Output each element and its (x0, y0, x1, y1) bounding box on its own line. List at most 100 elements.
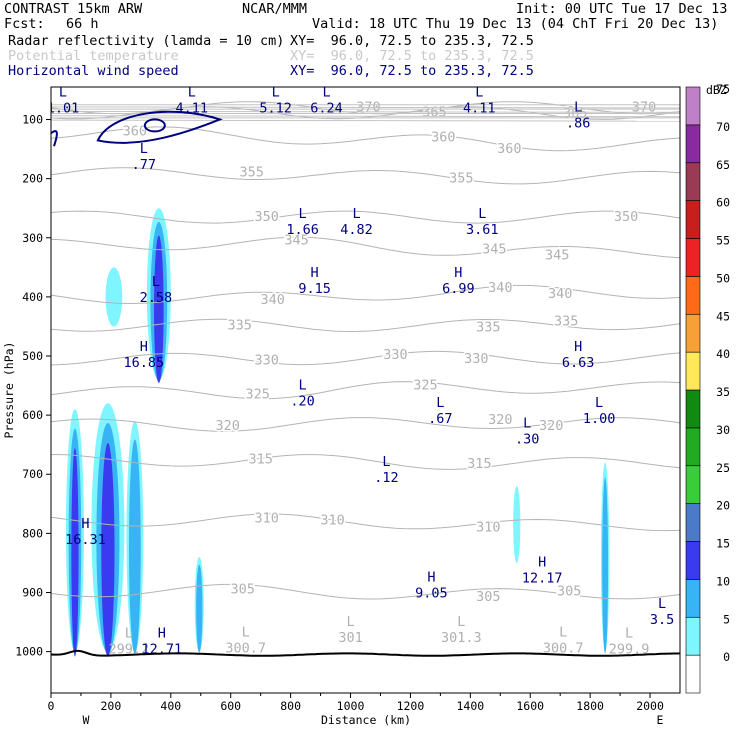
center-name: NCAR/MMM (242, 1, 308, 17)
wind-mark-value-7: 1.66 (286, 222, 319, 238)
theta-label-330-0: 330 (254, 353, 278, 369)
colorbar-swatch-5 (685, 616, 701, 656)
wind-mark-kind-1: L (188, 85, 196, 101)
y-tick-label-1000: 1000 (15, 645, 43, 659)
wind-mark-value-22: 9.05 (415, 585, 448, 601)
wind-mark-kind-15: L (299, 377, 307, 393)
theta-mark-kind-2: L (457, 614, 465, 630)
theta-line-355 (51, 167, 680, 185)
x-axis: 0 200 400 600 800 1000 1200 1400 1600 1800 2000 (48, 693, 664, 713)
wind-mark-kind-21: H (538, 555, 546, 571)
wind-mark-kind-23: L (658, 596, 666, 612)
theta-band-line-5 (51, 115, 680, 118)
theta-line-330 (51, 350, 680, 366)
theta-label-340-1: 340 (488, 280, 512, 296)
forecast-hour: 66 h (66, 16, 99, 32)
theta-label-345-1: 345 (482, 242, 506, 258)
reflectivity-cell-3-level-15 (154, 235, 164, 384)
wind-mark-value-14: 6.63 (562, 355, 595, 371)
colorbar-swatch-0 (685, 654, 701, 694)
theta-label-335-1: 335 (476, 320, 500, 336)
wind-mark-kind-24: H (158, 626, 166, 642)
colorbar-swatch-15 (685, 541, 701, 580)
colorbar-label-35: 35 (716, 385, 730, 399)
theta-mark-value-4: 299.9 (609, 642, 650, 658)
x-tick-label-1800: 1800 (576, 699, 604, 713)
colorbar-swatch-75 (685, 86, 701, 126)
y-tick-label-400: 400 (22, 290, 43, 304)
wind-mark-kind-10: H (311, 265, 319, 281)
wind-mark-value-9: 3.61 (466, 222, 499, 238)
reflectivity-cell-5-level-10 (196, 564, 203, 653)
field-1-name: Radar reflectivity (lamda = 10 cm) (8, 33, 285, 49)
field-2-xy: XY= 96.0, 72.5 to 235.3, 72.5 (290, 48, 534, 64)
terrain-line (50, 649, 681, 657)
y-tick-label-100: 100 (22, 113, 43, 127)
theta-label-305-2: 305 (557, 583, 581, 599)
theta-line-340 (51, 284, 680, 305)
wind-mark-kind-18: L (523, 416, 531, 432)
theta-line-335 (51, 318, 680, 333)
theta-label-330-1: 330 (383, 347, 407, 363)
wind-mark-value-6: .77 (132, 157, 156, 173)
theta-mark-kind-0: L (242, 624, 250, 640)
wind-mark-value-5: .86 (566, 115, 590, 131)
wind-mark-value-0: 1.01 (47, 101, 80, 117)
colorbar-label-60: 60 (716, 196, 730, 210)
wind-mark-kind-16: L (436, 395, 444, 411)
wind-mark-value-24: 12.71 (142, 642, 183, 658)
y-tick-label-200: 200 (22, 172, 43, 186)
colorbar-label-20: 20 (716, 499, 730, 513)
x-tick-label-200: 200 (101, 699, 122, 713)
wind-mark-kind-14: H (574, 339, 582, 355)
y-tick-label-300: 300 (22, 231, 43, 245)
theta-band-line-1 (51, 106, 680, 109)
theta-mark-value-2: 301.3 (441, 630, 482, 646)
wind-mark-value-4: 4.11 (463, 101, 496, 117)
colorbar-swatch-65 (685, 162, 701, 201)
wind-jet-core (143, 118, 166, 133)
theta-line-325 (51, 381, 680, 400)
theta-label-310-1: 310 (320, 512, 344, 528)
theta-mark-kind-1: L (346, 614, 354, 630)
reflectivity-cell-7-level-10 (602, 477, 609, 654)
wind-mark-value-3: 6.24 (310, 101, 343, 117)
x-tick-label-1200: 1200 (397, 699, 425, 713)
theta-label-325-1: 325 (413, 378, 437, 394)
colorbar-label-45: 45 (716, 309, 730, 323)
colorbar-unit: dBZ (706, 83, 727, 97)
theta-mark-kind-5: L (125, 626, 133, 642)
wind-mark-kind-5: L (574, 99, 582, 115)
theta-label-350-1: 350 (614, 209, 638, 225)
theta-label-320-1: 320 (488, 412, 512, 428)
colorbar-swatch-35 (685, 389, 701, 429)
wind-mark-kind-12: L (152, 274, 160, 290)
y-axis-label: Pressure (hPa) (2, 342, 16, 439)
x-axis-label: Distance (km) (321, 713, 411, 727)
theta-label-345-0: 345 (284, 233, 308, 249)
east-label: E (657, 713, 664, 727)
wind-mark-kind-11: H (454, 265, 462, 281)
theta-label-320-0: 320 (216, 418, 240, 434)
theta-mark-value-0: 300.7 (225, 640, 266, 656)
wind-mark-kind-3: L (322, 85, 330, 101)
colorbar-swatch-55 (685, 238, 701, 277)
west-label: W (83, 713, 90, 727)
colorbar-swatch-45 (685, 313, 701, 353)
field-1-xy: XY= 96.0, 72.5 to 235.3, 72.5 (290, 33, 534, 49)
colorbar-label-65: 65 (716, 158, 730, 172)
theta-label-360-1: 360 (431, 129, 455, 145)
wind-mark-value-16: .67 (428, 411, 452, 427)
reflectivity-cell-6-level-5 (513, 486, 521, 563)
colorbar-label-15: 15 (716, 537, 730, 551)
theta-mark-value-3: 300.7 (543, 640, 584, 656)
valid-time: Valid: 18 UTC Thu 19 Dec 13 (04 ChT Fri … (312, 16, 719, 32)
model-name: CONTRAST 15km ARW (4, 1, 143, 17)
theta-label-335-0: 335 (228, 317, 252, 333)
theta-label-360-0: 360 (123, 123, 147, 139)
wind-mark-value-12: 2.58 (140, 290, 173, 306)
wind-mark-kind-13: H (140, 339, 148, 355)
colorbar-swatch-30 (685, 427, 701, 467)
